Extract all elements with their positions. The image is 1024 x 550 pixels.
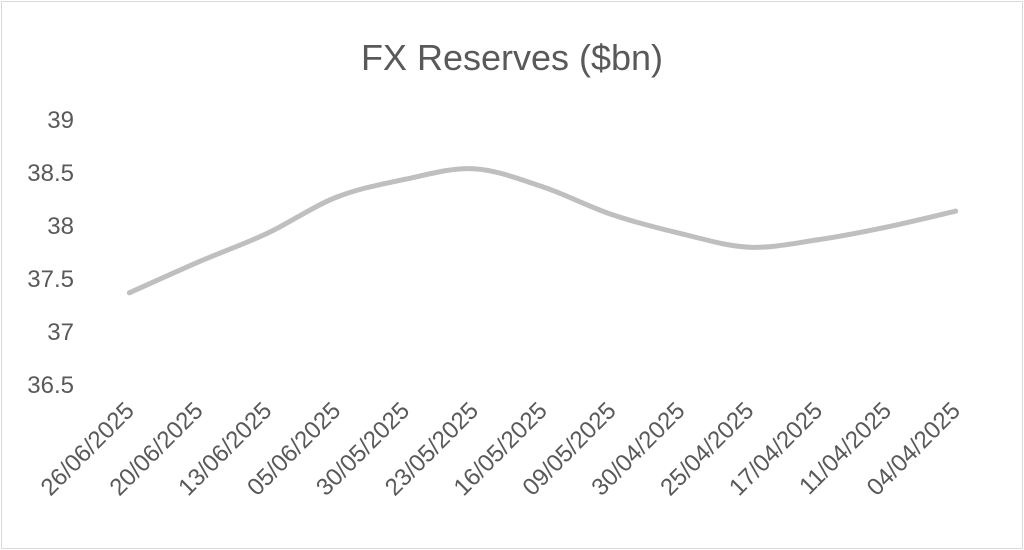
data-point <box>264 230 270 236</box>
data-point <box>608 211 614 217</box>
data-point <box>333 194 339 200</box>
y-tick-label: 36.5 <box>27 372 74 399</box>
data-point <box>126 290 132 296</box>
y-tick-label: 39 <box>47 107 74 134</box>
y-tick-label: 37.5 <box>27 266 74 293</box>
data-point <box>677 230 683 236</box>
data-point <box>746 244 752 250</box>
data-point <box>540 184 545 190</box>
data-point <box>195 259 201 265</box>
x-axis-ticks: 26/06/202520/06/202513/06/202505/06/2025… <box>36 397 966 501</box>
data-point <box>953 208 959 214</box>
y-tick-label: 37 <box>47 319 74 346</box>
data-point <box>471 166 477 172</box>
data-point <box>884 224 890 230</box>
y-tick-label: 38 <box>47 213 74 240</box>
data-point <box>402 176 408 182</box>
y-axis-ticks: 36.5 37 37.5 38 38.5 39 <box>27 107 74 399</box>
series-group <box>126 166 959 296</box>
chart-title: FX Reserves ($bn) <box>361 37 663 78</box>
data-point <box>815 237 821 243</box>
y-tick-label: 38.5 <box>27 160 74 187</box>
